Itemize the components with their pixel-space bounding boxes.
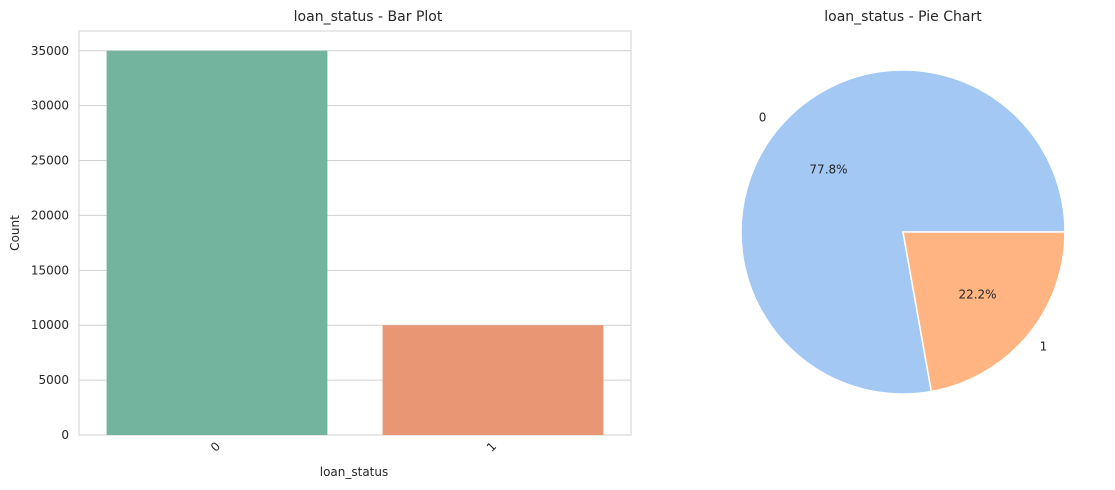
pie-slices — [740, 69, 1066, 395]
bar-plot-bars — [106, 50, 604, 436]
bar-plot-ytick-label: 20000 — [31, 208, 69, 222]
bar-plot-xtick-label: 1 — [484, 439, 499, 454]
bar-plot-ytick-label: 25000 — [31, 154, 69, 168]
pie-slice-percent: 22.2% — [958, 287, 996, 301]
bar-plot-panel: loan_status - Bar Plot 0 5000 10000 15000 20… — [8, 9, 632, 479]
pie-slice-1 — [902, 231, 1066, 393]
pie-slice-label: 1 — [1040, 339, 1048, 353]
bar-plot-title: loan_status - Bar Plot — [294, 9, 443, 25]
bar-plot-ytick-label: 10000 — [31, 318, 69, 332]
pie-chart-title: loan_status - Pie Chart — [824, 9, 982, 25]
bar-plot-ytick-label: 35000 — [31, 44, 69, 58]
bar-plot-ytick-label: 5000 — [38, 373, 69, 387]
pie-chart-panel: loan_status - Pie Chart 0 77.8% 1 22.2% — [740, 9, 1066, 395]
bar-plot-xlabel: loan_status — [320, 465, 389, 479]
pie-labels: 0 77.8% 1 22.2% — [759, 111, 1047, 354]
bar-category-0 — [106, 50, 328, 436]
pie-slice-percent: 77.8% — [809, 163, 847, 177]
bar-plot-ylabel: Count — [8, 215, 22, 251]
bar-plot-yticks: 0 5000 10000 15000 20000 25000 30000 35000 — [31, 44, 69, 442]
bar-plot-ytick-label: 15000 — [31, 263, 69, 277]
bar-plot-ytick-label: 30000 — [31, 99, 69, 113]
bar-plot-xtick-label: 0 — [208, 439, 223, 454]
bar-plot-ytick-label: 0 — [61, 428, 69, 442]
bar-category-1 — [382, 325, 604, 435]
pie-slice-label: 0 — [759, 111, 767, 125]
